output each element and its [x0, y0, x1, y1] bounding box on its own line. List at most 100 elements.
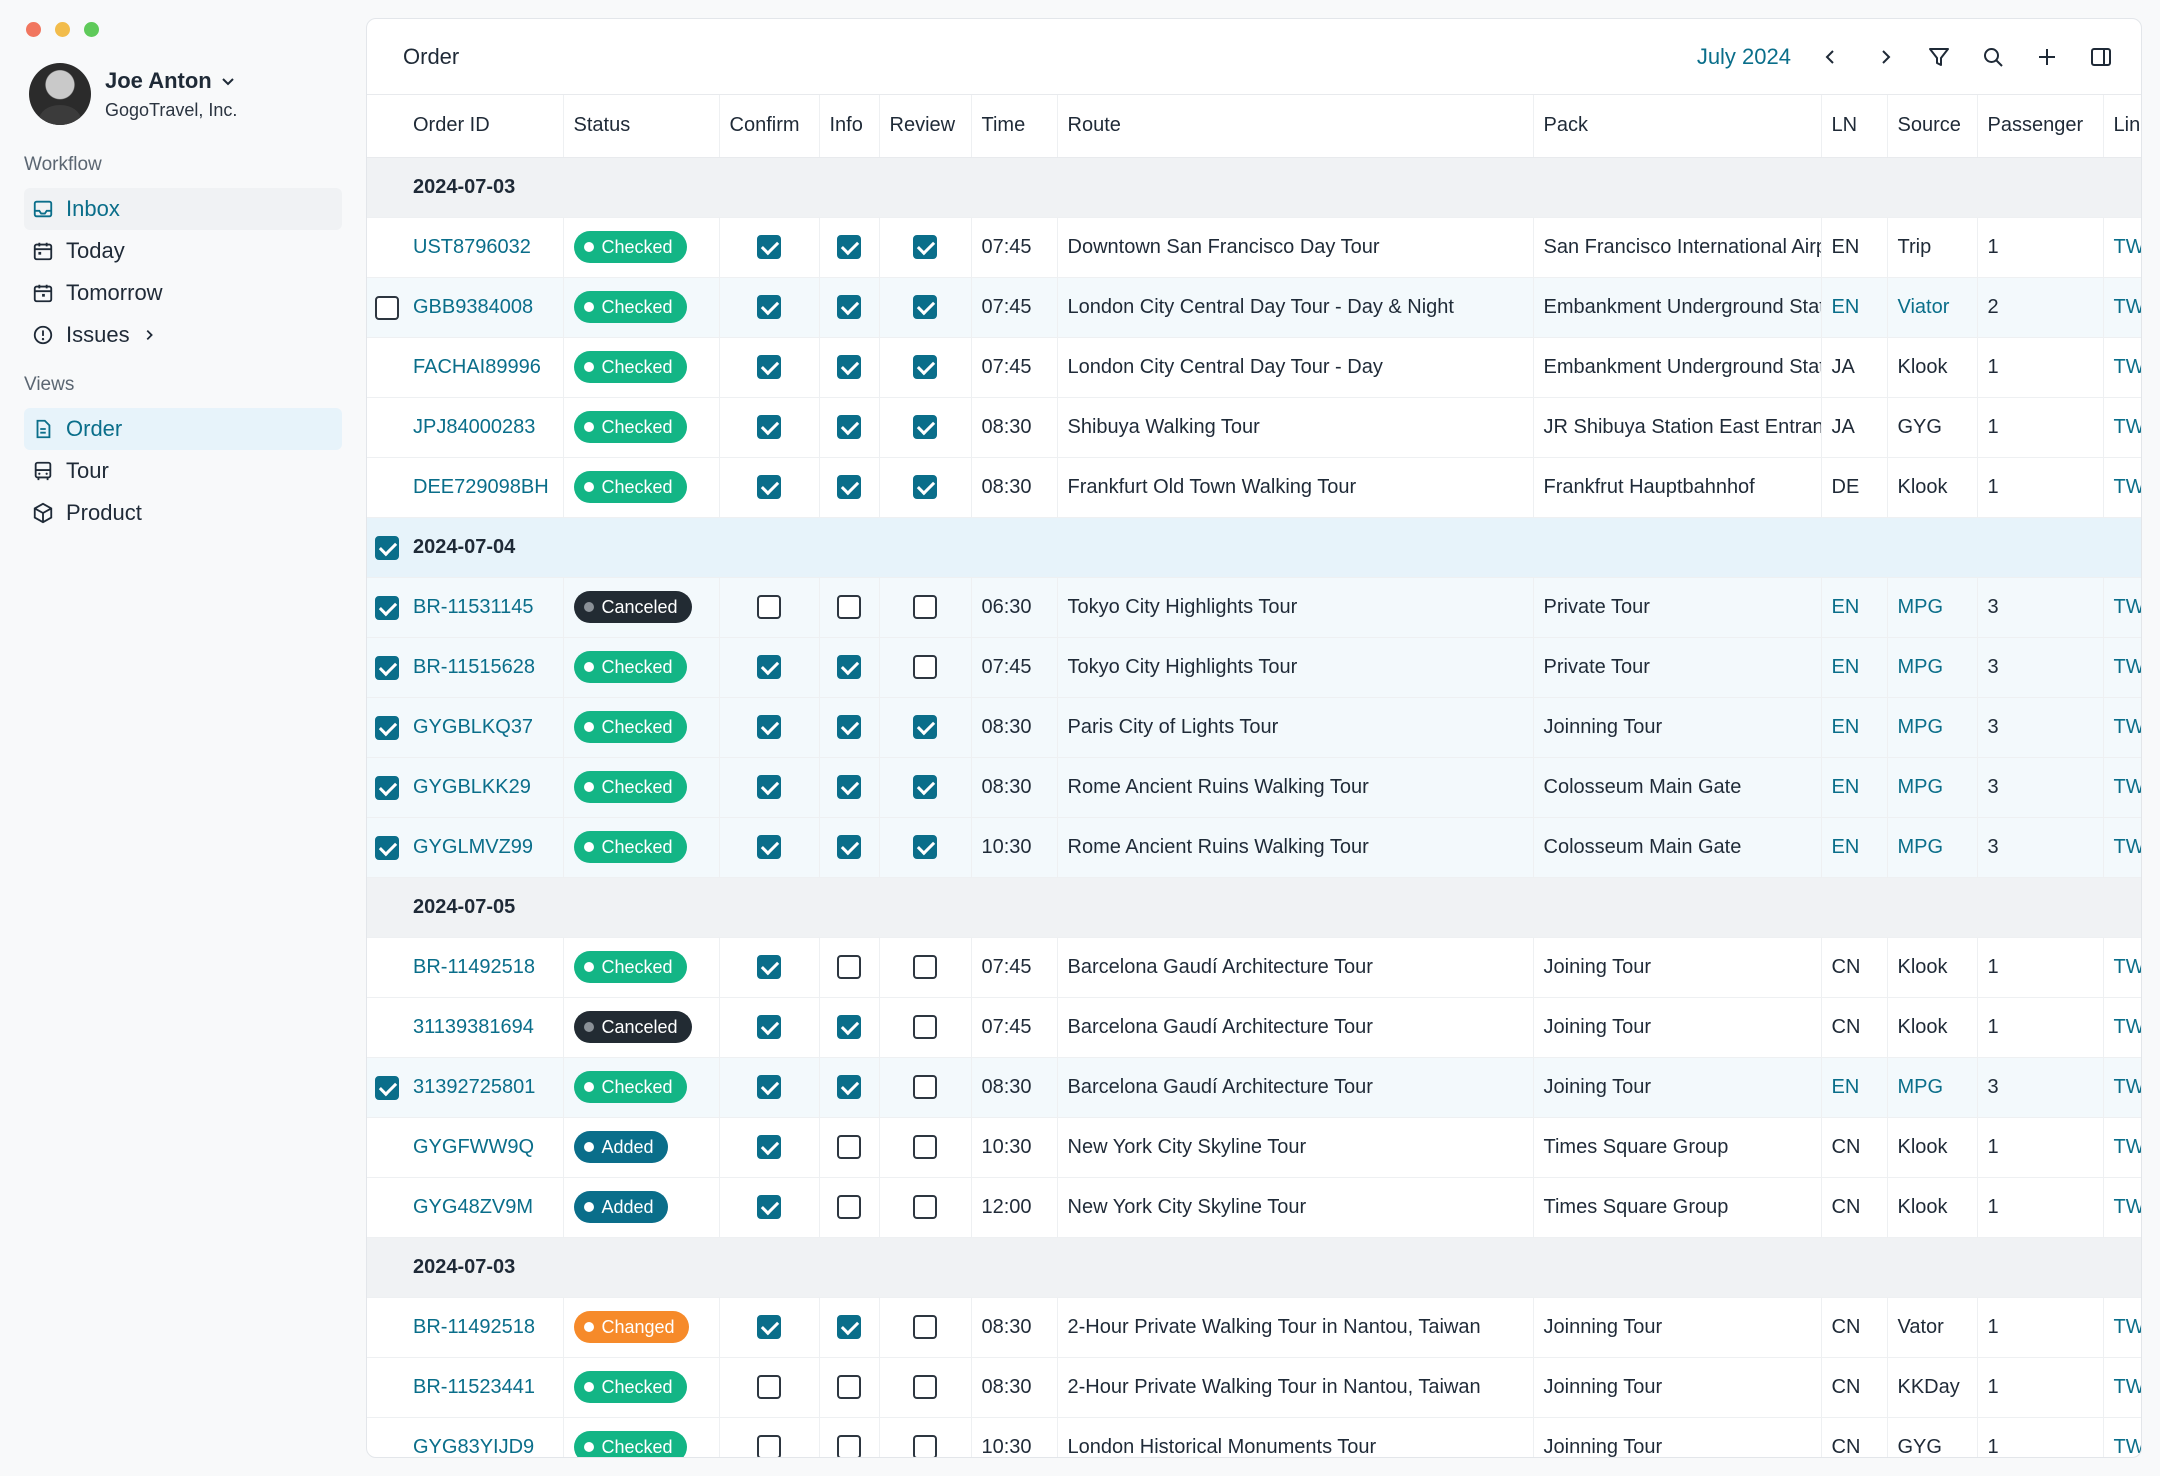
- row-select-checkbox[interactable]: [375, 1075, 399, 1100]
- group-row[interactable]: 2024-07-04: [367, 517, 2141, 578]
- table-row[interactable]: BR-11515628 Checked 07:45 Tokyo City Highli…: [367, 637, 2142, 698]
- info-checkbox[interactable]: [837, 655, 861, 679]
- confirm-checkbox[interactable]: [757, 655, 781, 679]
- review-checkbox[interactable]: [913, 355, 937, 379]
- link-value[interactable]: TW: [2113, 295, 2142, 318]
- table-row[interactable]: FACHAI89996 Checked 07:45 London City Centr…: [367, 337, 2142, 398]
- month-label[interactable]: July 2024: [1696, 44, 1791, 69]
- table-row[interactable]: GYGBLKQ37 Checked 08:30 Paris City of Light…: [367, 697, 2141, 758]
- sidebar-item-issues[interactable]: Issues: [24, 314, 342, 356]
- order-id-link[interactable]: BR-11523441: [413, 1375, 535, 1398]
- link-value[interactable]: TW: [2113, 1435, 2142, 1458]
- column-header[interactable]: Time: [971, 95, 1058, 158]
- row-select-checkbox[interactable]: [375, 295, 399, 320]
- link-value[interactable]: TW: [2113, 1195, 2142, 1218]
- review-checkbox[interactable]: [913, 1435, 937, 1457]
- table-row[interactable]: GYGFWW9Q Added 10:30 New York City Skyline …: [367, 1117, 2142, 1178]
- group-row[interactable]: 2024-07-05: [367, 877, 2141, 938]
- status-badge[interactable]: Checked: [573, 771, 687, 803]
- info-checkbox[interactable]: [837, 1075, 861, 1099]
- sidebar-item-product[interactable]: Product: [24, 492, 342, 534]
- info-checkbox[interactable]: [837, 235, 861, 259]
- confirm-checkbox[interactable]: [757, 1315, 781, 1339]
- order-id-link[interactable]: FACHAI89996: [413, 355, 541, 378]
- status-badge[interactable]: Checked: [573, 1371, 687, 1403]
- confirm-checkbox[interactable]: [757, 475, 781, 499]
- info-checkbox[interactable]: [837, 1435, 861, 1457]
- order-id-link[interactable]: JPJ84000283: [413, 415, 536, 438]
- status-badge[interactable]: Checked: [573, 471, 687, 503]
- confirm-checkbox[interactable]: [757, 1435, 781, 1457]
- column-header[interactable]: Confirm: [719, 95, 820, 158]
- link-value[interactable]: TW: [2113, 1315, 2142, 1338]
- review-checkbox[interactable]: [913, 715, 937, 739]
- confirm-checkbox[interactable]: [757, 355, 781, 379]
- info-checkbox[interactable]: [837, 295, 861, 319]
- review-checkbox[interactable]: [913, 595, 937, 619]
- link-value[interactable]: TW: [2113, 1075, 2142, 1098]
- table-row[interactable]: GYG48ZV9M Added 12:00 New York City Skyline…: [367, 1177, 2142, 1238]
- order-id-link[interactable]: GYGBLKK29: [413, 775, 531, 798]
- review-checkbox[interactable]: [913, 1135, 937, 1159]
- info-checkbox[interactable]: [837, 715, 861, 739]
- info-checkbox[interactable]: [837, 1135, 861, 1159]
- link-value[interactable]: TW: [2113, 235, 2142, 258]
- link-value[interactable]: TW: [2113, 835, 2142, 858]
- table-row[interactable]: JPJ84000283 Checked 08:30 Shibuya Walking T…: [367, 397, 2142, 458]
- confirm-checkbox[interactable]: [757, 1075, 781, 1099]
- review-checkbox[interactable]: [913, 1315, 937, 1339]
- link-value[interactable]: TW: [2113, 1135, 2142, 1158]
- info-checkbox[interactable]: [837, 1315, 861, 1339]
- review-checkbox[interactable]: [913, 775, 937, 799]
- table-row[interactable]: 31392725801 Checked 08:30 Barcelona Gaudí A…: [367, 1057, 2142, 1118]
- status-badge[interactable]: Checked: [573, 711, 687, 743]
- status-badge[interactable]: Checked: [573, 291, 687, 323]
- order-id-link[interactable]: UST8796032: [413, 235, 531, 258]
- confirm-checkbox[interactable]: [757, 1375, 781, 1399]
- status-badge[interactable]: Checked: [573, 411, 687, 443]
- group-row[interactable]: 2024-07-03: [367, 1237, 2141, 1298]
- status-badge[interactable]: Checked: [573, 1071, 687, 1103]
- status-badge[interactable]: Added: [573, 1131, 668, 1163]
- link-value[interactable]: TW: [2113, 655, 2142, 678]
- info-checkbox[interactable]: [837, 1375, 861, 1399]
- table-row[interactable]: GYGLMVZ99 Checked 10:30 Rome Ancient Ruins …: [367, 817, 2142, 878]
- column-header[interactable]: Info: [819, 95, 880, 158]
- confirm-checkbox[interactable]: [757, 835, 781, 859]
- confirm-checkbox[interactable]: [757, 235, 781, 259]
- order-id-link[interactable]: 31139381694: [413, 1015, 534, 1038]
- column-header[interactable]: Source: [1887, 95, 1978, 158]
- confirm-checkbox[interactable]: [757, 295, 781, 319]
- status-badge[interactable]: Changed: [573, 1311, 689, 1343]
- info-checkbox[interactable]: [837, 835, 861, 859]
- link-value[interactable]: TW: [2113, 1015, 2142, 1038]
- confirm-checkbox[interactable]: [757, 1135, 781, 1159]
- confirm-checkbox[interactable]: [757, 1015, 781, 1039]
- link-value[interactable]: TW: [2113, 415, 2142, 438]
- column-header[interactable]: Order ID: [367, 95, 564, 158]
- column-header[interactable]: Link: [2103, 95, 2141, 158]
- status-badge[interactable]: Checked: [573, 231, 687, 263]
- review-checkbox[interactable]: [913, 415, 937, 439]
- column-header[interactable]: Pack: [1533, 95, 1822, 158]
- confirm-checkbox[interactable]: [757, 1195, 781, 1219]
- link-value[interactable]: TW: [2113, 355, 2142, 378]
- filter-button[interactable]: [1921, 39, 1957, 75]
- review-checkbox[interactable]: [913, 1195, 937, 1219]
- table-row[interactable]: 31139381694 Canceled 07:45 Barcelona Gaudí …: [367, 997, 2142, 1058]
- order-id-link[interactable]: GYG48ZV9M: [413, 1195, 534, 1218]
- order-id-link[interactable]: GYG83YIJD9: [413, 1435, 535, 1458]
- link-value[interactable]: TW: [2113, 955, 2142, 978]
- sidebar-item-today[interactable]: Today: [24, 230, 342, 272]
- prev-month-button[interactable]: [1813, 39, 1849, 75]
- order-id-link[interactable]: DEE729098BH: [413, 475, 549, 498]
- review-checkbox[interactable]: [913, 655, 937, 679]
- confirm-checkbox[interactable]: [757, 595, 781, 619]
- status-badge[interactable]: Checked: [573, 1431, 687, 1457]
- info-checkbox[interactable]: [837, 1195, 861, 1219]
- column-header[interactable]: Status: [563, 95, 720, 158]
- sidebar-item-tour[interactable]: Tour: [24, 450, 342, 492]
- table-row[interactable]: GYG83YIJD9 Checked 10:30 London Historical …: [367, 1417, 2142, 1458]
- order-id-link[interactable]: BR-11492518: [413, 1315, 535, 1338]
- maximize-window-button[interactable]: [84, 22, 99, 37]
